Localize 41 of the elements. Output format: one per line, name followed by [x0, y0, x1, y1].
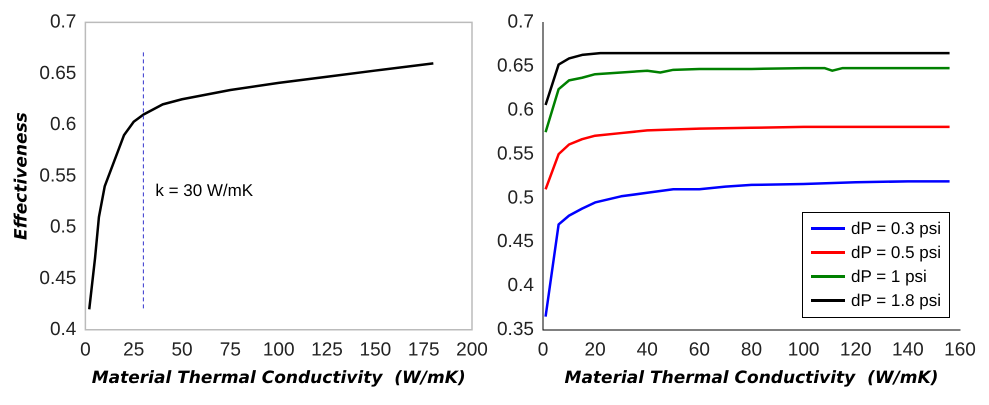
x-tick-label: 100 — [788, 339, 820, 360]
y-tick-label: 0.4 — [50, 319, 77, 340]
y-tick-label: 0.65 — [39, 62, 76, 84]
x-tick-label: 175 — [408, 339, 440, 360]
x-tick-label: 25 — [123, 339, 144, 360]
x-tick-label: 50 — [171, 339, 193, 360]
legend-label: dP = 0.3 psi — [851, 218, 941, 240]
x-tick-label: 125 — [311, 339, 343, 360]
y-tick-label: 0.5 — [508, 187, 534, 208]
x-tick-label: 40 — [636, 339, 658, 360]
y-tick-label: 0.6 — [50, 114, 76, 136]
y-tick-label: 0.35 — [496, 319, 534, 340]
legend-label: dP = 0.5 psi — [851, 242, 941, 264]
x-tick-label: 60 — [688, 339, 710, 360]
x-tick-label: 0 — [80, 339, 91, 360]
x-tick-label: 100 — [262, 339, 295, 360]
x-tick-label: 200 — [456, 339, 488, 360]
y-tick-label: 0.45 — [496, 231, 534, 252]
x-axis-title: Material Thermal Conductivity (W/mK) — [92, 368, 466, 388]
y-axis-title: Effectiveness — [12, 112, 32, 240]
y-tick-label: 0.65 — [496, 56, 534, 77]
y-tick-label: 0.5 — [50, 216, 76, 238]
y-tick-label: 0.55 — [496, 143, 534, 164]
x-tick-label: 0 — [538, 339, 548, 360]
x-tick-label: 120 — [840, 339, 872, 360]
x-axis-title: Material Thermal Conductivity (W/mK) — [564, 368, 938, 388]
x-tick-label: 150 — [359, 339, 392, 360]
legend-label: dP = 1.8 psi — [851, 290, 941, 312]
x-tick-label: 140 — [892, 339, 924, 360]
y-tick-label: 0.4 — [508, 275, 534, 296]
ref-line-label: k = 30 W/mK — [155, 180, 254, 200]
y-tick-label: 0.7 — [50, 12, 76, 33]
y-tick-label: 0.45 — [39, 268, 76, 289]
y-tick-label: 0.7 — [508, 12, 534, 33]
x-tick-label: 20 — [584, 339, 606, 360]
y-tick-label: 0.6 — [508, 99, 534, 120]
x-tick-label: 160 — [944, 339, 976, 360]
y-tick-label: 0.55 — [39, 165, 76, 186]
x-tick-label: 80 — [740, 339, 762, 360]
legend-label: dP = 1 psi — [851, 266, 927, 288]
x-tick-label: 75 — [220, 339, 241, 360]
